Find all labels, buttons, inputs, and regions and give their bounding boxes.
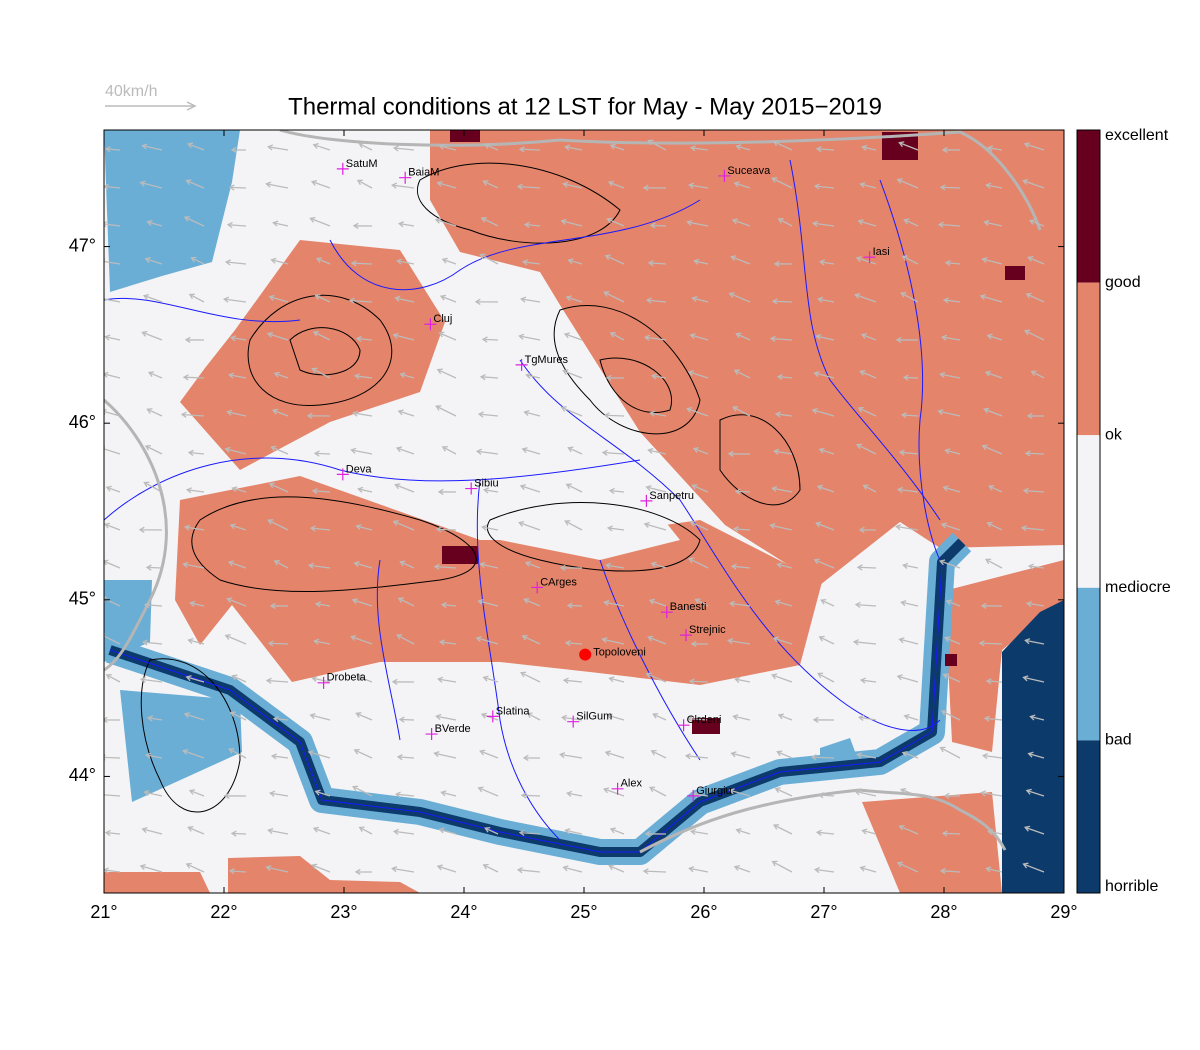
x-tick-label: 24° [450,902,477,922]
city-marker: Alex [611,778,643,795]
x-tick-label: 29° [1050,902,1077,922]
city-cross [640,494,653,507]
city-marker: Deva [336,463,373,481]
city-label: Banesti [670,601,707,613]
city-label: Clrdeni [687,714,722,726]
ok-good-regions [104,130,1064,893]
city-label: Drobeta [327,672,367,684]
cities: SatuM BaiaM Suceava Iasi Cluj TgMures Deva Sibi… [317,158,890,802]
y-tick-label: 47° [69,235,96,255]
city-label: Giurgiu [696,785,731,797]
x-tick-label: 28° [930,902,957,922]
city-marker: BaiaM [399,167,439,184]
city-cross [611,782,624,795]
black-sea [1002,600,1064,893]
city-marker: SatuM [336,158,378,175]
x-tick-label: 21° [90,902,117,922]
colorbar-label: mediocre [1105,579,1171,596]
city-label: Sibiu [474,477,498,489]
city-cross [336,162,349,175]
x-tick-label: 27° [810,902,837,922]
city-marker: Clrdeni [677,714,722,732]
city-label: BaiaM [408,167,439,179]
city-marker: Drobeta [317,672,367,689]
site-marker [579,648,592,661]
city-marker: SilGum [567,711,612,728]
colorbar-band [1077,587,1100,741]
city-label: Alex [621,778,643,790]
colorbar-label: good [1105,274,1141,291]
city-label: Cluj [433,313,452,325]
city-cross [660,606,673,619]
x-tick-label: 25° [570,902,597,922]
colorbar-label: ok [1105,426,1123,443]
city-cross [531,581,544,594]
city-label: Deva [346,463,373,475]
city-marker: Strejnic [680,624,726,642]
colorbar-label: horrible [1105,878,1158,895]
borders [104,130,1042,854]
x-tick-label: 23° [330,902,357,922]
city-cross [486,710,499,723]
city-cross [317,676,330,689]
colorbar-band [1077,130,1100,283]
colorbar-band [1077,435,1100,588]
y-tick-label: 45° [69,589,96,609]
city-marker: Banesti [660,601,707,619]
city-cross [680,629,692,642]
x-tick-label: 22° [210,902,237,922]
city-label: Strejnic [689,624,726,636]
city-marker: Sanpetru [640,490,694,507]
colorbar-frame [1076,129,1101,894]
y-tick-label: 44° [69,765,96,785]
x-tick-label: 26° [690,902,717,922]
city-cross [687,789,700,802]
city-label: Sanpetru [649,490,694,502]
city-marker: TgMures [515,354,569,371]
wind-scale-label: 40km/h [105,83,157,100]
city-label: SatuM [346,158,378,170]
city-marker: Suceava [718,165,771,182]
city-marker: Cluj [424,313,452,331]
wind-arrows [104,139,1045,876]
axes: 21° 22° 23° 24° 25° 26° 27° 28° 29° 44° 45° 46° 47° [69,130,1078,922]
city-cross [863,251,876,264]
city-label: TgMures [525,354,569,366]
city-label: CArges [540,576,577,588]
city-marker: BVerde [425,723,471,741]
colorbar-label: bad [1105,732,1132,749]
city-marker: Giurgiu [687,785,732,802]
colorbar-label: excellent [1105,127,1169,144]
city-label: BVerde [435,723,471,735]
city-marker: Iasi [863,246,890,264]
city-cross [567,715,580,728]
colorbar-band [1077,282,1100,436]
city-label: SilGum [576,711,612,723]
city-marker: Slatina [486,705,531,723]
city-cross [425,728,438,741]
city-cross [465,482,478,495]
mediocre-regions [104,130,860,802]
colorbar: excellent good ok mediocre bad horrible [1076,127,1171,895]
colorbar-band [1077,740,1100,893]
city-cross [424,318,437,331]
title: Thermal conditions at 12 LST for May - M… [288,93,882,120]
city-cross [718,169,731,182]
map-field [104,130,1064,893]
city-marker: Sibiu [465,477,499,495]
city-cross [515,358,528,371]
city-label: Slatina [496,705,531,717]
city-marker: CArges [531,576,577,594]
city-cross [399,171,412,184]
site-label: Topoloveni [593,646,646,658]
city-label: Suceava [727,165,771,177]
city-label: Iasi [873,246,890,258]
y-tick-label: 46° [69,412,96,432]
city-cross [336,468,349,481]
wind-scale-arrow [105,101,197,111]
city-cross [677,719,690,732]
rivers [104,159,943,853]
